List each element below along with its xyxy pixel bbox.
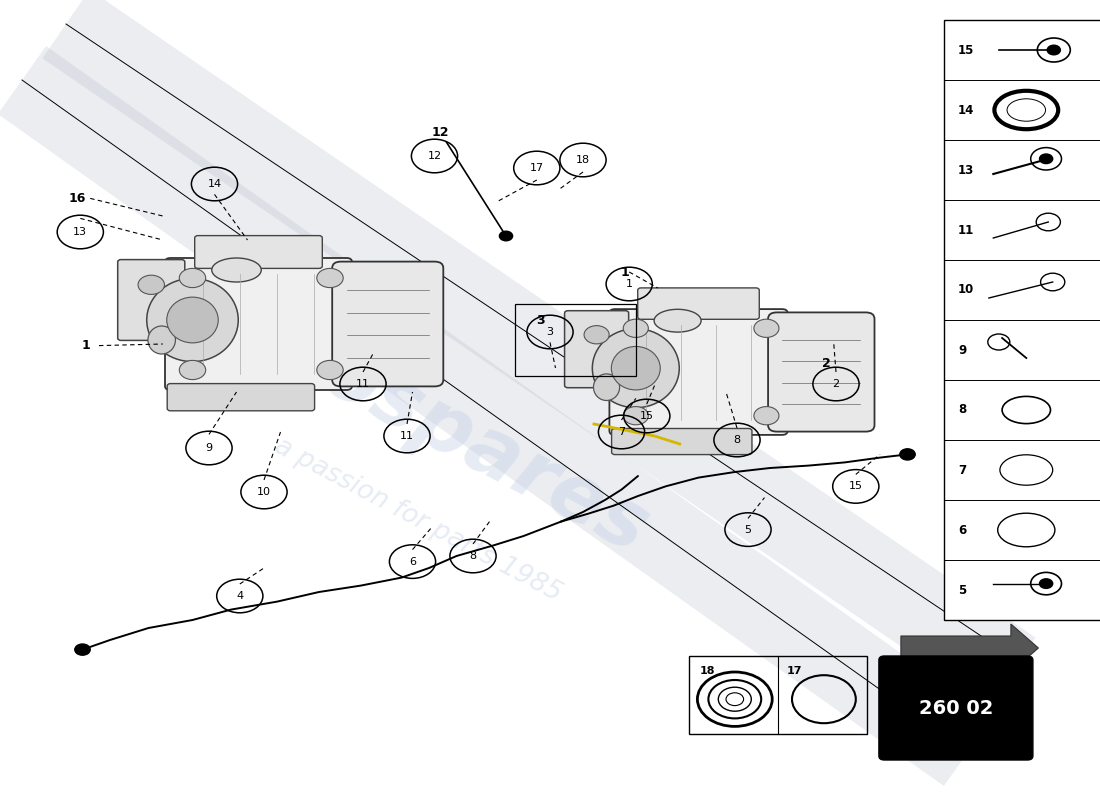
Bar bbox=[944, 20, 1100, 620]
Circle shape bbox=[1040, 154, 1053, 163]
Ellipse shape bbox=[654, 310, 701, 332]
Bar bbox=[515, 304, 636, 376]
Text: 10: 10 bbox=[958, 283, 975, 297]
FancyBboxPatch shape bbox=[165, 258, 352, 390]
Text: 16: 16 bbox=[68, 192, 86, 205]
Text: 17: 17 bbox=[786, 666, 802, 675]
Ellipse shape bbox=[147, 326, 175, 354]
Circle shape bbox=[317, 268, 343, 288]
Text: 10: 10 bbox=[257, 487, 271, 497]
Circle shape bbox=[624, 406, 648, 425]
Text: 11: 11 bbox=[958, 223, 975, 237]
Ellipse shape bbox=[592, 329, 680, 408]
FancyBboxPatch shape bbox=[879, 656, 1033, 760]
Text: 8: 8 bbox=[958, 403, 967, 417]
Text: 11: 11 bbox=[400, 431, 414, 441]
FancyBboxPatch shape bbox=[118, 259, 185, 341]
Ellipse shape bbox=[167, 297, 218, 343]
Text: 260 02: 260 02 bbox=[918, 698, 993, 718]
Text: 2: 2 bbox=[822, 358, 830, 370]
Text: 5: 5 bbox=[958, 583, 967, 597]
Text: 9: 9 bbox=[206, 443, 212, 453]
FancyBboxPatch shape bbox=[638, 288, 759, 319]
Text: 11: 11 bbox=[356, 379, 370, 389]
Text: 6: 6 bbox=[958, 523, 967, 537]
Circle shape bbox=[317, 360, 343, 380]
Polygon shape bbox=[901, 624, 1038, 672]
Text: 1: 1 bbox=[620, 266, 629, 278]
FancyBboxPatch shape bbox=[167, 384, 315, 411]
Circle shape bbox=[499, 231, 513, 241]
FancyBboxPatch shape bbox=[612, 429, 752, 454]
Circle shape bbox=[900, 449, 915, 460]
FancyBboxPatch shape bbox=[332, 262, 443, 386]
Text: 15: 15 bbox=[958, 43, 975, 57]
Text: 1: 1 bbox=[81, 339, 90, 352]
Text: a passion for parts 1985: a passion for parts 1985 bbox=[270, 433, 566, 607]
Circle shape bbox=[754, 406, 779, 425]
Circle shape bbox=[624, 319, 648, 338]
Circle shape bbox=[179, 268, 206, 288]
FancyBboxPatch shape bbox=[768, 312, 874, 431]
Text: 18: 18 bbox=[700, 666, 715, 675]
Text: 5: 5 bbox=[745, 525, 751, 534]
Text: 13: 13 bbox=[958, 163, 975, 177]
Text: 3: 3 bbox=[547, 327, 553, 337]
Text: 7: 7 bbox=[618, 427, 625, 437]
Text: 14: 14 bbox=[208, 179, 221, 189]
Text: eurospares: eurospares bbox=[175, 262, 661, 570]
Ellipse shape bbox=[146, 278, 239, 362]
FancyBboxPatch shape bbox=[609, 309, 788, 435]
Circle shape bbox=[179, 360, 206, 380]
FancyBboxPatch shape bbox=[195, 235, 322, 268]
Text: 17: 17 bbox=[530, 163, 543, 173]
Circle shape bbox=[1047, 45, 1060, 55]
FancyBboxPatch shape bbox=[564, 310, 629, 388]
Text: 15: 15 bbox=[640, 411, 653, 421]
Ellipse shape bbox=[612, 346, 660, 390]
Text: 9: 9 bbox=[958, 343, 967, 357]
Text: 15: 15 bbox=[849, 482, 862, 491]
Text: 18: 18 bbox=[576, 155, 590, 165]
Text: 14: 14 bbox=[958, 103, 975, 117]
Circle shape bbox=[584, 326, 609, 344]
Text: 2: 2 bbox=[833, 379, 839, 389]
Text: 13: 13 bbox=[74, 227, 87, 237]
Ellipse shape bbox=[211, 258, 262, 282]
Text: 6: 6 bbox=[409, 557, 416, 566]
Circle shape bbox=[754, 319, 779, 338]
Circle shape bbox=[138, 275, 164, 294]
Text: 8: 8 bbox=[734, 435, 740, 445]
Ellipse shape bbox=[594, 374, 619, 401]
Text: 4: 4 bbox=[236, 591, 243, 601]
Circle shape bbox=[1040, 578, 1053, 588]
Text: 3: 3 bbox=[536, 314, 544, 326]
Text: 8: 8 bbox=[470, 551, 476, 561]
Text: 1: 1 bbox=[626, 279, 632, 289]
Circle shape bbox=[75, 644, 90, 655]
Bar bbox=[689, 656, 867, 734]
Text: 12: 12 bbox=[428, 151, 441, 161]
Text: 12: 12 bbox=[431, 126, 449, 138]
Text: 7: 7 bbox=[958, 463, 966, 477]
